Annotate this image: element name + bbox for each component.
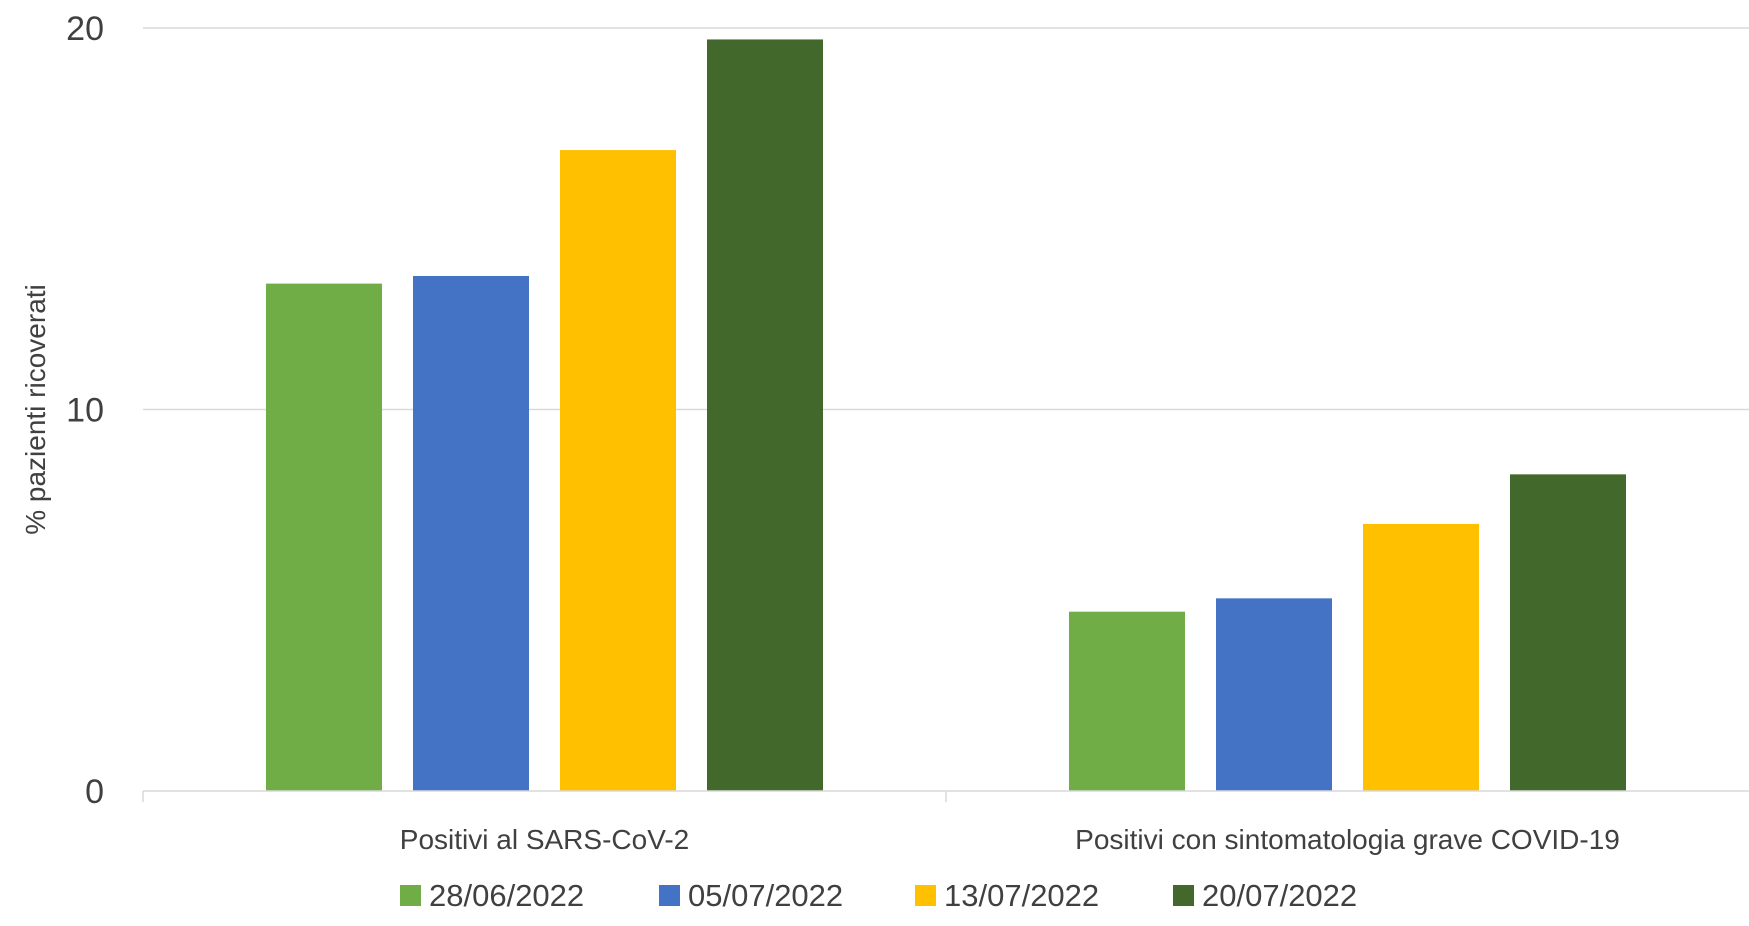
legend-swatch: [1173, 885, 1194, 906]
legend-label: 20/07/2022: [1202, 878, 1357, 913]
y-axis-title: % pazienti ricoverati: [20, 284, 51, 535]
bar: [266, 283, 382, 791]
y-tick-label: 20: [66, 10, 104, 48]
category-label: Positivi al SARS-CoV-2: [400, 824, 689, 855]
bar: [707, 39, 823, 791]
bar: [1363, 523, 1479, 791]
category-label: Positivi con sintomatologia grave COVID-…: [1075, 824, 1620, 855]
legend-label: 28/06/2022: [429, 878, 584, 913]
bar: [413, 275, 529, 792]
legend: 28/06/2022 05/07/2022 13/07/2022 20/07/2022: [400, 878, 1357, 913]
y-axis-ticks: 0 10 20: [66, 10, 104, 811]
legend-label: 13/07/2022: [944, 878, 1099, 913]
legend-swatch: [400, 885, 421, 906]
bar: [1216, 598, 1332, 791]
bars: [266, 39, 1626, 792]
bar: [1069, 611, 1185, 791]
bar: [1510, 474, 1626, 791]
bar: [560, 150, 676, 791]
legend-label: 05/07/2022: [688, 878, 843, 913]
x-axis: [142, 790, 1749, 802]
gridlines: [143, 27, 1749, 411]
y-tick-label: 10: [66, 392, 104, 430]
category-labels: Positivi al SARS-CoV-2 Positivi con sinto…: [400, 824, 1620, 855]
legend-swatch: [659, 885, 680, 906]
legend-swatch: [915, 885, 936, 906]
y-tick-label: 0: [85, 773, 104, 811]
